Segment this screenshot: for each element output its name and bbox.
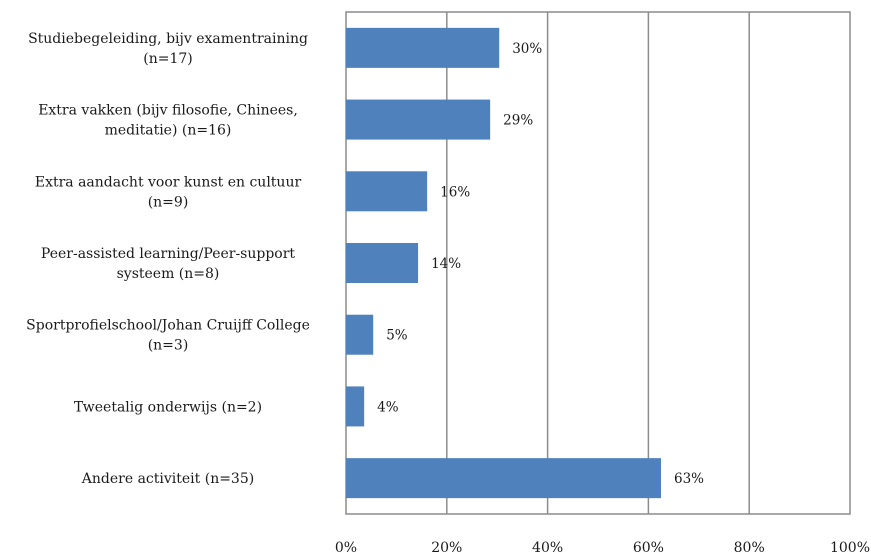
- category-label: Extra aandacht voor kunst en cultuur (n=9…: [35, 174, 302, 210]
- category-label: Tweetalig onderwijs (n=2): [74, 399, 262, 415]
- category-label-line: Andere activiteit (n=35): [81, 471, 254, 487]
- category-label: Extra vakken (bijv filosofie, Chinees, me…: [38, 103, 298, 139]
- category-label-line: Studiebegeleiding, bijv examentraining: [28, 31, 308, 47]
- category-label-line: (n=9): [148, 194, 189, 210]
- x-tick-label: 0%: [335, 540, 357, 556]
- category-label: Peer-assisted learning/Peer-support syste…: [41, 246, 296, 282]
- x-tick-label: 20%: [431, 540, 462, 556]
- bar: [346, 171, 428, 212]
- category-label: Sportprofielschool/Johan Cruijff College…: [26, 318, 310, 354]
- plot-area-frame: [345, 11, 851, 515]
- bar: [346, 243, 419, 283]
- category-label-line: Sportprofielschool/Johan Cruijff College: [26, 318, 310, 334]
- grid-lines: [446, 12, 750, 514]
- bar: [346, 99, 491, 140]
- category-label: Andere activiteit (n=35): [81, 471, 254, 487]
- data-label: 16%: [440, 184, 470, 200]
- category-label-line: Extra aandacht voor kunst en cultuur: [35, 174, 302, 190]
- bar: [346, 386, 365, 427]
- data-label: 5%: [386, 328, 408, 344]
- category-label-line: meditatie) (n=16): [105, 123, 232, 139]
- data-label: 14%: [431, 256, 461, 272]
- x-tick-label: 100%: [830, 540, 870, 556]
- category-label-line: (n=3): [148, 338, 189, 354]
- category-label-line: Extra vakken (bijv filosofie, Chinees,: [38, 103, 298, 119]
- x-tick-label: 60%: [633, 540, 664, 556]
- category-labels: Studiebegeleiding, bijv examentraining (n…: [26, 31, 310, 487]
- category-label-line: systeem (n=8): [117, 266, 220, 282]
- data-label: 30%: [512, 41, 542, 57]
- bars: [346, 27, 661, 499]
- x-tick-label: 40%: [532, 540, 563, 556]
- value-labels: 30% 29% 16% 14% 5% 4% 63%: [377, 41, 704, 487]
- x-tick-label: 80%: [734, 540, 765, 556]
- category-label-line: (n=17): [143, 51, 193, 67]
- data-label: 4%: [377, 399, 399, 415]
- category-label: Studiebegeleiding, bijv examentraining (n…: [28, 31, 308, 67]
- x-axis-tick-labels: 0% 20% 40% 60% 80% 100%: [335, 540, 870, 556]
- category-label-line: Peer-assisted learning/Peer-support: [41, 246, 296, 262]
- bar: [346, 27, 500, 68]
- category-label-line: Tweetalig onderwijs (n=2): [74, 399, 262, 415]
- bar: [346, 458, 661, 499]
- data-label: 29%: [503, 113, 533, 129]
- bar: [346, 314, 374, 355]
- data-label: 63%: [674, 471, 704, 487]
